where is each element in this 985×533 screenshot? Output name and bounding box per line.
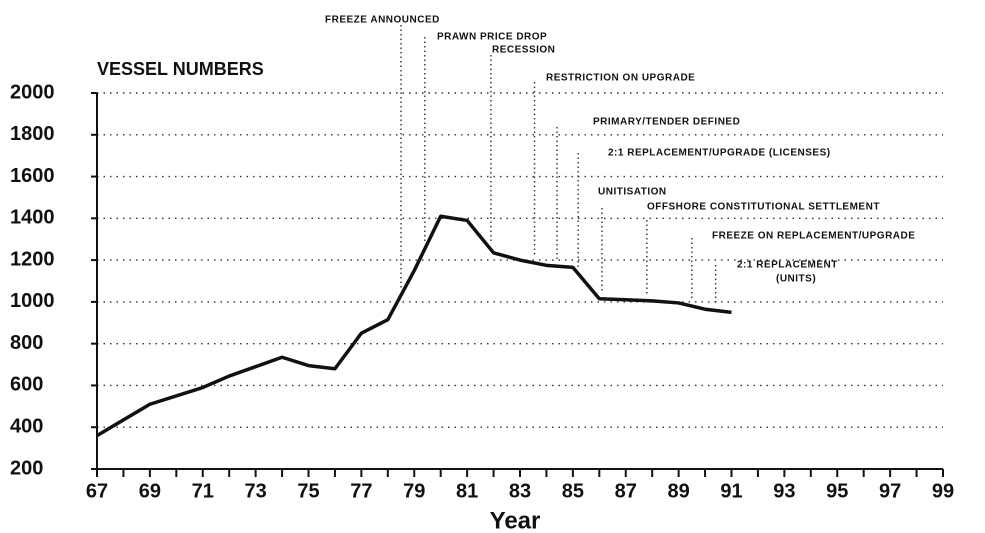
annotation-text: PRAWN PRICE DROP: [437, 32, 547, 43]
annotation-text: FREEZE ANNOUNCED: [325, 15, 440, 26]
x-tick-label: 67: [86, 480, 108, 502]
x-tick-label: 73: [245, 480, 267, 502]
x-tick-label: 95: [826, 480, 848, 502]
x-tick-label: 75: [297, 480, 319, 502]
annotation-text: 2:1 REPLACEMENT/UPGRADE (LICENSES): [608, 148, 831, 159]
annotation-text: PRIMARY/TENDER DEFINED: [593, 117, 740, 128]
x-tick-label: 85: [562, 480, 584, 502]
x-tick-label: 81: [456, 480, 478, 502]
annotation-text: OFFSHORE CONSTITUTIONAL SETTLEMENT: [647, 202, 880, 213]
data-line: [96, 214, 732, 438]
x-tick-label: 93: [773, 480, 795, 502]
y-tick-label: 800: [10, 332, 43, 354]
y-tick-label: 1800: [10, 123, 55, 145]
annotation-text: 2:1 REPLACEMENT: [737, 260, 838, 271]
x-tick-label: 77: [350, 480, 372, 502]
x-tick-label: 71: [192, 480, 214, 502]
annotation-text: UNITISATION: [598, 187, 667, 198]
x-tick-label: 87: [615, 480, 637, 502]
y-tick-label: 200: [10, 457, 43, 479]
y-tick-label: 1000: [10, 290, 55, 312]
x-tick-label: 89: [668, 480, 690, 502]
x-tick-label: 91: [720, 480, 742, 502]
x-axis-label: Year: [490, 507, 541, 533]
x-tick-label: 79: [403, 480, 425, 502]
x-tick-label: 97: [879, 480, 901, 502]
y-tick-label: 2000: [10, 81, 55, 103]
annotation-text: (UNITS): [776, 274, 816, 285]
y-tick-label: 1600: [10, 165, 55, 187]
annotation-text: RECESSION: [492, 45, 555, 56]
x-tick-label: 99: [932, 480, 954, 502]
annotation-text: FREEZE ON REPLACEMENT/UPGRADE: [712, 231, 915, 242]
x-tick-label: 83: [509, 480, 531, 502]
y-tick-label: 600: [10, 374, 43, 396]
y-tick-label: 400: [10, 416, 43, 438]
y-tick-label: 1400: [10, 207, 55, 229]
y-tick-label: 1200: [10, 248, 55, 270]
x-tick-label: 69: [139, 480, 161, 502]
chart-title: VESSEL NUMBERS: [97, 59, 264, 79]
annotation-text: RESTRICTION ON UPGRADE: [546, 73, 695, 84]
